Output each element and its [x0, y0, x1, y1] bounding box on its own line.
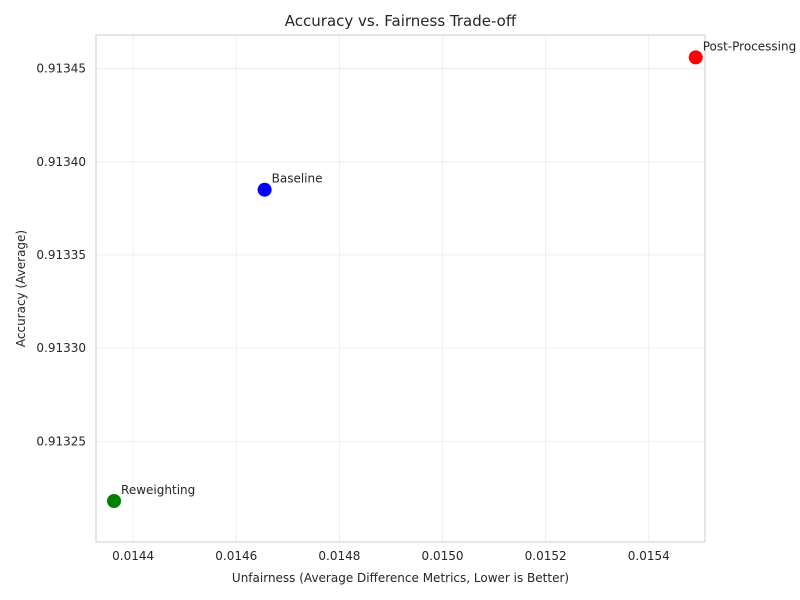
y-axis-label: Accuracy (Average) [14, 230, 28, 347]
y-tick-label: 0.91330 [36, 341, 86, 355]
data-point-post-processing [688, 50, 703, 65]
x-tick-label: 0.0152 [525, 549, 567, 563]
x-tick-label: 0.0154 [628, 549, 670, 563]
data-point-reweighting [107, 493, 122, 508]
y-tick-label: 0.91345 [36, 62, 86, 76]
y-tick-label: 0.91335 [36, 248, 86, 262]
x-tick-labels: 0.0144 0.0146 0.0148 0.0150 0.0152 0.0154 [112, 549, 670, 563]
data-points: Baseline Reweighting Post-Processing [107, 39, 796, 508]
x-tick-label: 0.0148 [318, 549, 360, 563]
point-label: Baseline [272, 172, 323, 186]
y-tick-label: 0.91340 [36, 155, 86, 169]
y-tick-labels: 0.91325 0.91330 0.91335 0.91340 0.91345 [36, 62, 86, 449]
data-point-baseline [257, 182, 272, 197]
x-axis-label: Unfairness (Average Difference Metrics, … [232, 571, 569, 585]
chart-title: Accuracy vs. Fairness Trade-off [285, 12, 517, 30]
x-tick-label: 0.0144 [112, 549, 154, 563]
grid-layer [96, 35, 705, 542]
point-label: Post-Processing [703, 39, 797, 53]
plot-frame [95, 34, 706, 543]
y-tick-label: 0.91325 [36, 434, 86, 448]
x-tick-label: 0.0146 [215, 549, 257, 563]
point-label: Reweighting [121, 483, 195, 497]
x-tick-label: 0.0150 [422, 549, 464, 563]
